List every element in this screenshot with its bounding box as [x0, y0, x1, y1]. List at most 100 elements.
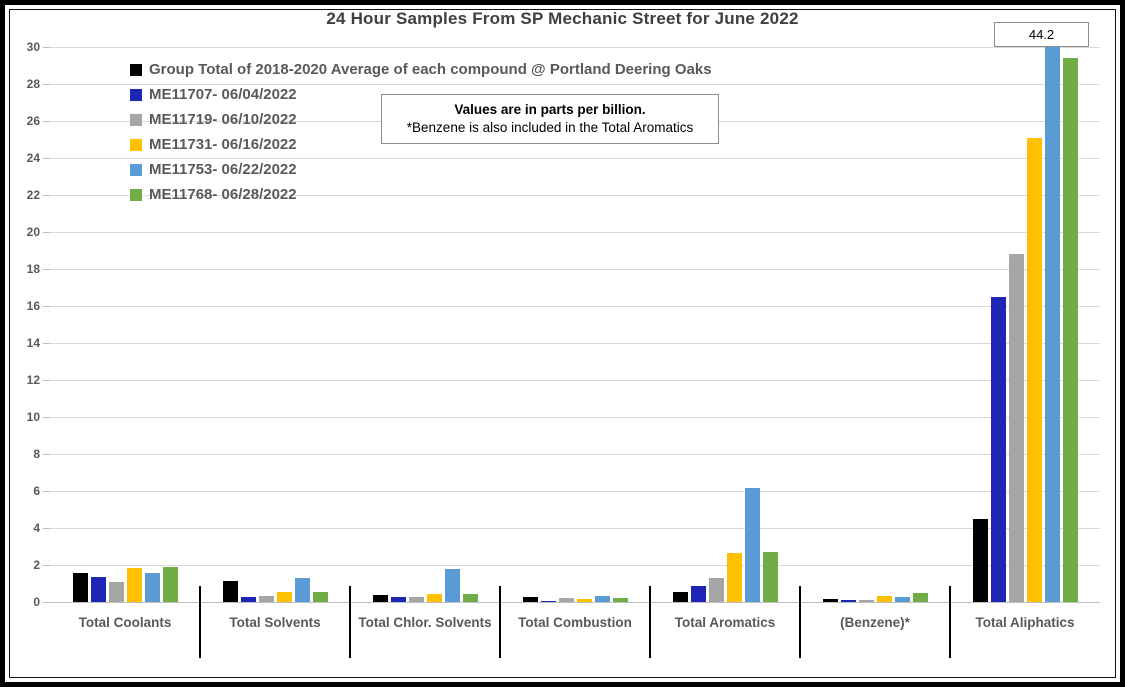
bar-me11707-06-04-2022-total-aliphatics[interactable] — [990, 296, 1006, 603]
y-axis-tick — [43, 232, 50, 233]
y-axis-tick — [43, 565, 50, 566]
bar-group-total-of-2018-20-benzene[interactable] — [822, 598, 838, 602]
category-label-total-aliphatics: Total Aliphatics — [975, 615, 1075, 630]
y-axis-tick-label: 10 — [26, 410, 40, 424]
gridline — [50, 195, 1100, 196]
category-label-total-solvents: Total Solvents — [229, 615, 321, 630]
y-axis-tick — [43, 343, 50, 344]
y-axis-tick — [43, 269, 50, 270]
bar-me11719-06-10-2022-total-aromatics[interactable] — [708, 578, 724, 603]
bar-group-total-of-2018-20-total-aromatics[interactable] — [672, 591, 688, 602]
bar-me11753-06-22-2022-total-aromatics[interactable] — [744, 488, 760, 602]
bar-group-total-of-2018-20-total-combustion[interactable] — [522, 597, 538, 602]
y-axis-tick — [43, 195, 50, 196]
bar-me11731-06-16-2022-total-chlor-solvents[interactable] — [426, 593, 442, 602]
gridline — [50, 306, 1100, 307]
legend-label: ME11753- 06/22/2022 — [149, 161, 297, 178]
legend-label: Group Total of 2018-2020 Average of each… — [149, 61, 712, 78]
y-axis-tick — [43, 84, 50, 85]
bar-me11719-06-10-2022-total-solvents[interactable] — [258, 595, 274, 602]
bar-me11731-06-16-2022-benzene[interactable] — [876, 595, 892, 602]
legend-label: ME11707- 06/04/2022 — [149, 86, 297, 103]
bar-me11768-06-28-2022-total-coolants[interactable] — [162, 566, 178, 602]
legend-item-me11753-06-22-2022[interactable]: ME11753- 06/22/2022 — [130, 157, 712, 182]
chart-title: 24 Hour Samples From SP Mechanic Street … — [326, 9, 799, 28]
bar-me11753-06-22-2022-total-combustion[interactable] — [594, 595, 610, 602]
legend-swatch-icon — [130, 88, 142, 101]
bar-me11731-06-16-2022-total-aliphatics[interactable] — [1026, 137, 1042, 602]
category-separator — [949, 586, 951, 658]
y-axis-tick-label: 6 — [33, 484, 40, 498]
gridline — [50, 47, 1100, 48]
bar-me11768-06-28-2022-total-chlor-solvents[interactable] — [462, 593, 478, 602]
bar-me11707-06-04-2022-total-solvents[interactable] — [240, 597, 256, 602]
bar-me11753-06-22-2022-total-coolants[interactable] — [144, 573, 160, 602]
max-value-callout: 44.2 — [994, 22, 1089, 47]
y-axis-tick-label: 0 — [33, 595, 40, 609]
bar-me11768-06-28-2022-benzene[interactable] — [912, 592, 928, 603]
legend-label: ME11731- 06/16/2022 — [149, 136, 297, 153]
y-axis-tick — [43, 491, 50, 492]
bar-me11731-06-16-2022-total-combustion[interactable] — [576, 598, 592, 602]
legend-item-group-total-of-2018-20[interactable]: Group Total of 2018-2020 Average of each… — [130, 57, 712, 82]
bar-me11731-06-16-2022-total-coolants[interactable] — [126, 567, 142, 602]
bar-me11707-06-04-2022-total-chlor-solvents[interactable] — [390, 597, 406, 602]
bar-group-total-of-2018-20-total-aliphatics[interactable] — [972, 518, 988, 603]
legend-item-me11707-06-04-2022[interactable]: ME11707- 06/04/2022 — [130, 82, 712, 107]
y-axis-tick — [43, 306, 50, 307]
x-axis-line — [50, 602, 1100, 603]
legend-swatch-icon — [130, 163, 142, 176]
legend: Group Total of 2018-2020 Average of each… — [130, 57, 712, 207]
bar-me11768-06-28-2022-total-combustion[interactable] — [612, 597, 628, 602]
category-separator — [199, 586, 201, 658]
y-axis-tick — [43, 121, 50, 122]
bar-me11768-06-28-2022-total-solvents[interactable] — [312, 591, 328, 602]
bar-me11731-06-16-2022-total-aromatics[interactable] — [726, 553, 742, 602]
y-axis-tick-label: 24 — [26, 151, 40, 165]
category-separator — [799, 586, 801, 658]
gridline — [50, 343, 1100, 344]
gridline — [50, 158, 1100, 159]
bar-me11719-06-10-2022-total-combustion[interactable] — [558, 598, 574, 602]
gridline — [50, 417, 1100, 418]
y-axis-tick — [43, 417, 50, 418]
y-axis-tick-label: 4 — [33, 521, 40, 535]
legend-label: ME11768- 06/28/2022 — [149, 186, 297, 203]
gridline — [50, 528, 1100, 529]
bar-group-total-of-2018-20-total-solvents[interactable] — [222, 580, 238, 602]
y-axis-tick — [43, 158, 50, 159]
category-label-benzene: (Benzene)* — [840, 615, 910, 630]
gridline — [50, 269, 1100, 270]
bar-me11707-06-04-2022-total-combustion[interactable] — [540, 600, 556, 602]
bar-me11707-06-04-2022-total-coolants[interactable] — [90, 577, 106, 602]
bar-group-total-of-2018-20-total-coolants[interactable] — [72, 573, 88, 602]
y-axis-tick — [43, 454, 50, 455]
bar-me11731-06-16-2022-total-solvents[interactable] — [276, 591, 292, 602]
y-axis-tick-label: 14 — [26, 336, 40, 350]
legend-item-me11768-06-28-2022[interactable]: ME11768- 06/28/2022 — [130, 182, 712, 207]
bar-me11719-06-10-2022-total-chlor-solvents[interactable] — [408, 596, 424, 602]
y-axis-tick — [43, 602, 50, 603]
bar-me11753-06-22-2022-total-solvents[interactable] — [294, 578, 310, 603]
y-axis-tick — [43, 47, 50, 48]
bar-me11719-06-10-2022-total-coolants[interactable] — [108, 581, 124, 602]
y-axis-tick — [43, 380, 50, 381]
legend-item-me11719-06-10-2022[interactable]: ME11719- 06/10/2022 — [130, 107, 712, 132]
bar-me11707-06-04-2022-total-aromatics[interactable] — [690, 586, 706, 602]
legend-swatch-icon — [130, 113, 142, 126]
bar-me11753-06-22-2022-total-aliphatics[interactable] — [1044, 47, 1060, 602]
bar-me11719-06-10-2022-benzene[interactable] — [858, 600, 874, 602]
y-axis-tick-label: 2 — [33, 558, 40, 572]
bar-me11768-06-28-2022-total-aliphatics[interactable] — [1062, 58, 1078, 602]
bar-me11768-06-28-2022-total-aromatics[interactable] — [762, 552, 778, 602]
category-label-total-coolants: Total Coolants — [78, 615, 172, 630]
bar-me11719-06-10-2022-total-aliphatics[interactable] — [1008, 254, 1024, 602]
legend-item-me11731-06-16-2022[interactable]: ME11731- 06/16/2022 — [130, 132, 712, 157]
bar-me11753-06-22-2022-benzene[interactable] — [894, 597, 910, 602]
gridline — [50, 84, 1100, 85]
bar-me11707-06-04-2022-benzene[interactable] — [840, 599, 856, 602]
y-axis-tick-label: 22 — [26, 188, 40, 202]
gridline — [50, 232, 1100, 233]
bar-me11753-06-22-2022-total-chlor-solvents[interactable] — [444, 568, 460, 602]
bar-group-total-of-2018-20-total-chlor-solvents[interactable] — [372, 595, 388, 602]
